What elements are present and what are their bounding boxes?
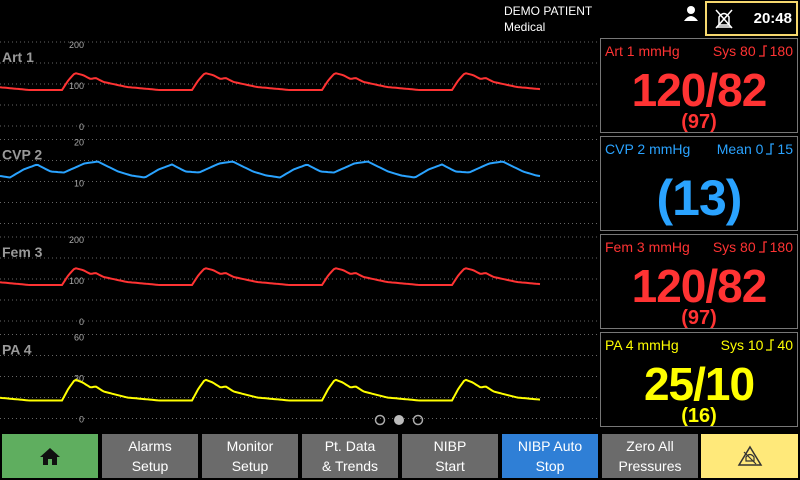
scale-label: 100 (69, 81, 84, 91)
patient-icon (684, 6, 698, 21)
silence-button[interactable] (701, 434, 798, 478)
panel-mean: (97) (681, 307, 717, 329)
waveform (0, 378, 541, 402)
scale-label: 30 (74, 374, 84, 384)
waveform (0, 72, 541, 91)
patient-name: DEMO PATIENT (504, 4, 593, 18)
scale-label: 200 (69, 235, 84, 245)
patient-unit: Medical (504, 20, 546, 34)
button-text: Zero All (626, 438, 674, 454)
scale-label: 0 (79, 122, 84, 132)
menu-button[interactable]: Alarms Setup (102, 434, 198, 478)
scale-label: 0 (79, 415, 84, 425)
alarm-limits: Mean 0 15 (717, 141, 793, 157)
alarm-low: Sys 10 (720, 337, 764, 353)
home-button[interactable] (2, 434, 98, 478)
button-text: Start (435, 458, 465, 474)
parameter-panel: CVP 2 mmHg Mean 0 15 (13) (600, 136, 798, 231)
scale-label: 100 (69, 276, 84, 286)
panel-mean: (16) (681, 405, 717, 427)
button-text: Setup (131, 458, 169, 474)
panel-value: 120/82 (631, 260, 768, 312)
panel-label: PA 4 mmHg (605, 337, 679, 353)
button-text: Pressures (618, 458, 682, 474)
waveform-area: Art 1 200 100 0 CVP 2 20 10 Fem 3 200 100 0 PA 4 60 3… (0, 40, 598, 425)
parameter-panel: Fem 3 mmHg Sys 80 180 120/82 (97) (600, 234, 798, 329)
clock: 20:48 (753, 10, 792, 27)
scale-label: 0 (79, 317, 84, 327)
button-text: Setup (231, 458, 269, 474)
alarm-off-icon (715, 9, 733, 29)
pager-dots (374, 414, 424, 426)
wave-label: CVP 2 (2, 147, 42, 163)
home-icon (40, 448, 60, 465)
alarm-high: 15 (777, 141, 793, 157)
limit-glyph (766, 143, 775, 155)
panel-label: Art 1 mmHg (605, 43, 680, 59)
silence-icon (737, 445, 762, 466)
button-text: Stop (535, 458, 565, 474)
panel-value: (13) (656, 170, 743, 226)
alarm-limits: Sys 10 40 (721, 337, 793, 353)
clock-box[interactable]: 20:48 (705, 1, 798, 36)
alarm-low: Sys 80 (712, 43, 756, 59)
parameter-panel: PA 4 mmHg Sys 10 40 25/10 (16) (600, 332, 798, 427)
menu-button[interactable]: Zero All Pressures (602, 434, 698, 478)
button-text: Pt. Data (324, 438, 376, 454)
button-text: Alarms (128, 438, 172, 454)
panel-label: Fem 3 mmHg (605, 239, 690, 255)
menu-button[interactable]: Pt. Data & Trends (302, 434, 398, 478)
waveform (0, 160, 541, 179)
alarm-high: 180 (769, 239, 793, 255)
menu-button[interactable]: NIBP Auto Stop (502, 434, 598, 478)
alarm-limits: Sys 80 180 (713, 43, 793, 59)
button-text: Monitor (226, 438, 274, 454)
button-text: NIBP Auto (517, 438, 583, 454)
menu-button[interactable]: NIBP Start (402, 434, 498, 478)
alarm-limits: Sys 80 180 (713, 239, 793, 255)
scale-label: 60 (74, 333, 84, 343)
limit-glyph (758, 241, 767, 253)
limit-glyph (766, 339, 775, 351)
alarm-high: 180 (769, 43, 793, 59)
parameter-panel: Art 1 mmHg Sys 80 180 120/82 (97) (600, 38, 798, 133)
waveform (0, 267, 541, 286)
scale-label: 10 (74, 179, 84, 189)
scale-label: 20 (74, 138, 84, 148)
limit-glyph (758, 45, 767, 57)
alarm-high: 40 (777, 337, 793, 353)
scale-label: 200 (69, 40, 84, 50)
wave-label: Fem 3 (2, 244, 43, 260)
alarm-low: Sys 80 (712, 239, 756, 255)
wave-label: PA 4 (2, 342, 32, 358)
menu-button[interactable]: Monitor Setup (202, 434, 298, 478)
panel-value: 120/82 (631, 64, 768, 116)
button-text: & Trends (321, 458, 379, 474)
button-text: NIBP (433, 438, 467, 454)
panel-mean: (97) (681, 111, 717, 133)
panel-value: 25/10 (643, 358, 755, 410)
panel-label: CVP 2 mmHg (605, 141, 691, 157)
alarm-low: Mean 0 (716, 141, 764, 157)
wave-label: Art 1 (2, 49, 34, 65)
